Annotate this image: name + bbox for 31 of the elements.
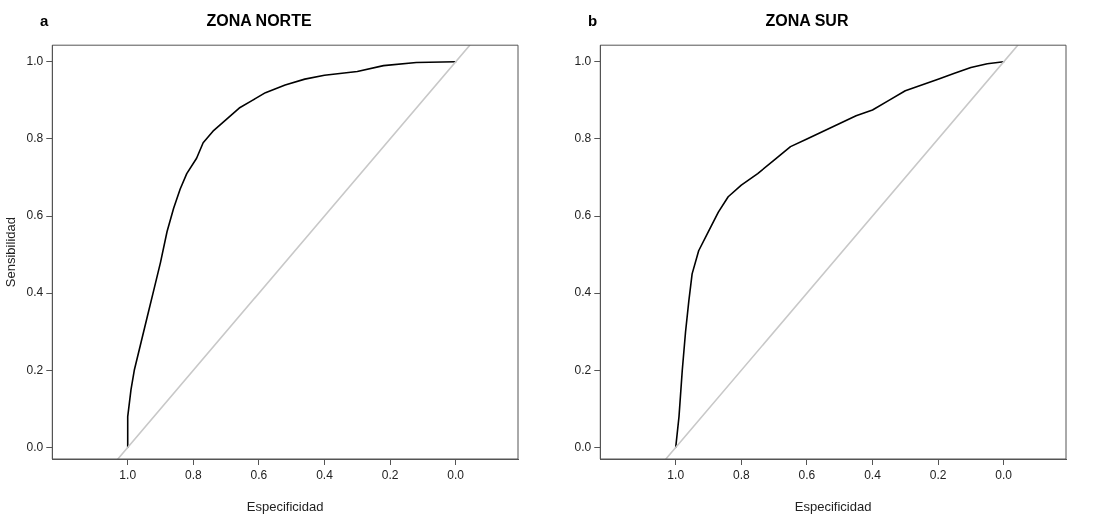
x-tick-label: 1.0: [667, 467, 685, 482]
chart-title: ZONA SUR: [765, 12, 849, 30]
x-tick-label: 0.6: [250, 467, 268, 482]
y-tick-label: 0.2: [26, 362, 44, 377]
x-axis-title: Especificidad: [794, 498, 872, 514]
y-tick-label: 0.0: [574, 439, 592, 454]
y-tick-label: 0.4: [26, 285, 44, 300]
y-tick-label: 0.4: [574, 285, 592, 300]
x-tick-label: 0.2: [929, 467, 947, 482]
y-tick-label: 1.0: [26, 54, 44, 69]
x-tick-label: 0.4: [864, 467, 882, 482]
x-tick-label: 0.0: [995, 467, 1013, 482]
x-tick-label: 0.6: [798, 467, 816, 482]
x-tick-label: 0.2: [381, 467, 399, 482]
y-tick-label: 0.6: [574, 208, 592, 223]
text: a: [40, 12, 49, 30]
x-tick-label: 0.8: [732, 467, 750, 482]
y-axis-title: Sensibilidad: [3, 217, 19, 288]
y-tick-label: 0.2: [574, 362, 592, 377]
y-tick-label: 0.8: [26, 131, 44, 146]
x-axis-title: Especificidad: [246, 498, 324, 514]
y-tick-label: 0.8: [574, 131, 592, 146]
x-tick-label: 0.0: [447, 467, 465, 482]
y-tick-label: 0.0: [26, 439, 44, 454]
y-tick-label: 0.6: [26, 208, 44, 223]
text: b: [588, 12, 598, 30]
x-tick-label: 0.4: [316, 467, 334, 482]
x-tick-label: 1.0: [119, 467, 137, 482]
chart-title: ZONA NORTE: [206, 12, 312, 30]
y-tick-label: 1.0: [574, 54, 592, 69]
x-tick-label: 0.8: [184, 467, 202, 482]
